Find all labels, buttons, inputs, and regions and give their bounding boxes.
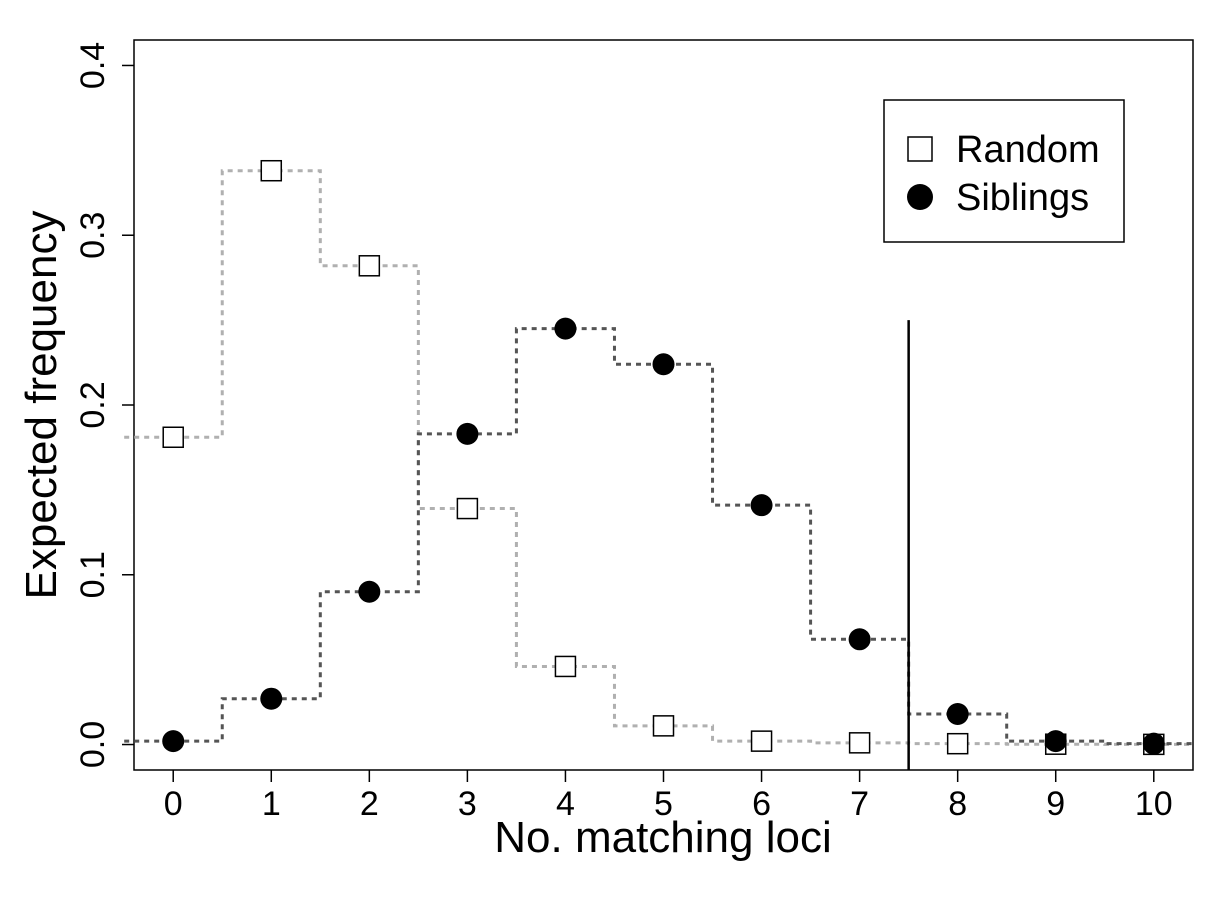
siblings-point-2 [358, 580, 381, 603]
x-tick-label-3: 3 [458, 785, 477, 823]
y-axis: 0.0 0.1 0.2 0.3 0.4 [74, 42, 134, 768]
random-point-6 [750, 730, 773, 752]
series-line-random [124, 169, 1193, 746]
siblings-point-5 [652, 353, 675, 376]
y-tick-label-2: 0.2 [74, 381, 112, 428]
legend-label-siblings: Siblings [956, 177, 1089, 219]
series-lines [124, 169, 1193, 746]
random-point-1 [260, 159, 283, 182]
random-point-2 [358, 255, 381, 277]
siblings-point-8 [946, 702, 969, 725]
siblings-point-6 [750, 494, 773, 517]
siblings-point-7 [848, 628, 871, 651]
x-tick-label-4: 4 [556, 785, 575, 823]
legend: Random Siblings [883, 99, 1125, 243]
random-point-7 [848, 732, 871, 754]
x-tick-label-1: 1 [262, 785, 281, 823]
random-point-0 [162, 426, 184, 449]
x-axis-title: No. matching loci [494, 813, 831, 862]
y-tick-label-3: 0.3 [74, 212, 112, 259]
x-tick-label-5: 5 [654, 785, 673, 823]
legend-box [883, 99, 1125, 243]
siblings-point-10 [1142, 732, 1165, 755]
y-tick-label-1: 0.1 [74, 551, 112, 598]
legend-label-random: Random [956, 129, 1100, 171]
legend-marker-random [907, 136, 933, 162]
random-point-8 [946, 732, 969, 755]
siblings-point-0 [162, 730, 185, 753]
x-tick-label-0: 0 [164, 785, 183, 823]
x-tick-label-2: 2 [360, 785, 379, 823]
series-line-siblings [124, 327, 1193, 746]
y-tick-label-4: 0.4 [74, 42, 112, 89]
x-tick-label-10: 10 [1135, 785, 1173, 823]
x-tick-label-6: 6 [752, 785, 771, 823]
y-tick-label-0: 0.0 [74, 721, 112, 768]
siblings-point-4 [554, 317, 577, 340]
siblings-point-3 [456, 422, 479, 445]
siblings-point-1 [260, 687, 283, 710]
random-point-3 [456, 497, 479, 520]
legend-marker-siblings [907, 184, 933, 210]
random-point-4 [554, 655, 577, 678]
x-axis: 0 1 2 3 4 5 6 7 8 9 10 [164, 770, 1173, 823]
random-point-5 [652, 715, 675, 737]
series-markers [162, 159, 1165, 756]
siblings-point-9 [1044, 730, 1067, 753]
x-tick-label-8: 8 [948, 785, 967, 823]
x-tick-label-7: 7 [850, 785, 869, 823]
x-tick-label-9: 9 [1046, 785, 1065, 823]
y-axis-title: Expected frequency [17, 211, 66, 600]
